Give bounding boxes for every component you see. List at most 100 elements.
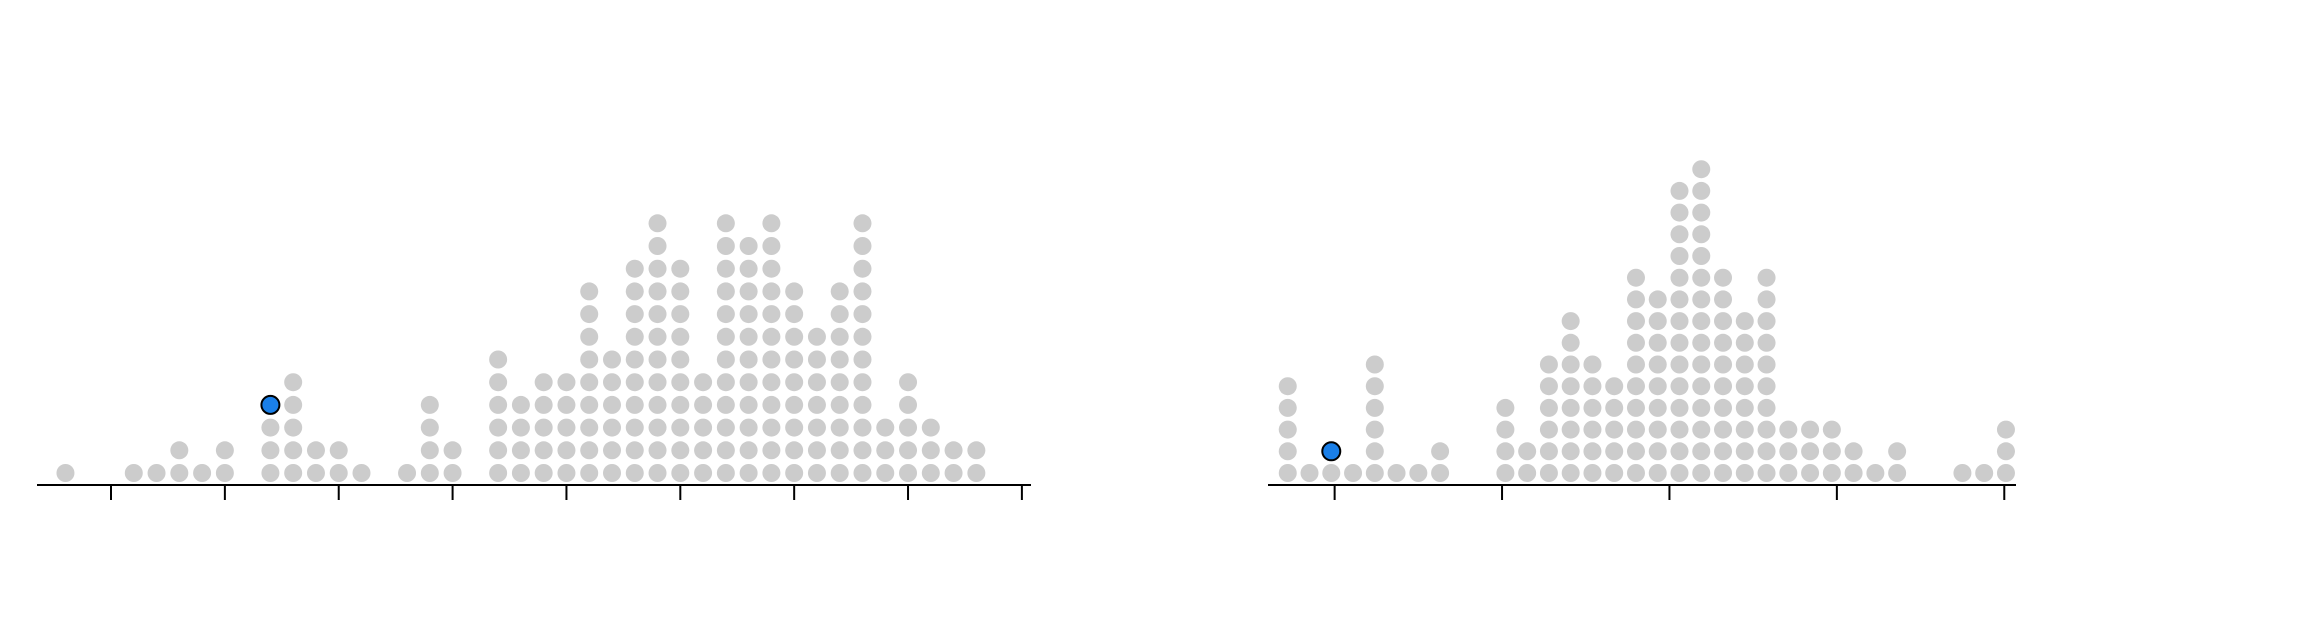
- dot: [1583, 442, 1602, 461]
- dot: [56, 464, 75, 482]
- dot: [762, 282, 781, 301]
- dot: [170, 464, 189, 482]
- dot: [1496, 464, 1515, 482]
- dot: [1605, 398, 1624, 417]
- dot: [671, 373, 690, 392]
- dot: [648, 350, 667, 369]
- dot: [739, 282, 758, 301]
- dot: [1670, 355, 1689, 374]
- dot: [671, 305, 690, 324]
- dot: [1866, 464, 1885, 482]
- dot: [899, 464, 918, 482]
- dot: [625, 395, 644, 414]
- dot: [1757, 290, 1776, 309]
- dot: [785, 395, 804, 414]
- dot: [1365, 442, 1384, 461]
- dot: [1714, 420, 1733, 439]
- dot: [625, 282, 644, 301]
- dot: [716, 464, 735, 482]
- dot: [1670, 377, 1689, 396]
- dot: [1735, 420, 1754, 439]
- dot: [1648, 464, 1667, 482]
- dot: [830, 395, 849, 414]
- dot: [739, 237, 758, 255]
- dot: [853, 441, 872, 460]
- dot: [853, 418, 872, 437]
- dot: [1692, 355, 1711, 374]
- dot: [830, 418, 849, 437]
- dot: [489, 418, 508, 437]
- dot: [557, 418, 576, 437]
- dot: [1735, 312, 1754, 331]
- dot: [1670, 203, 1689, 222]
- dot: [853, 214, 872, 233]
- dot: [1583, 355, 1602, 374]
- dot: [443, 441, 462, 460]
- dot: [1539, 420, 1558, 439]
- dot: [1626, 420, 1645, 439]
- dot: [899, 373, 918, 392]
- dot: [1670, 420, 1689, 439]
- dot: [1300, 464, 1319, 482]
- dot: [694, 441, 713, 460]
- dot: [215, 464, 234, 482]
- dot: [694, 373, 713, 392]
- dot: [1714, 268, 1733, 287]
- dot: [511, 418, 530, 437]
- dot: [1822, 420, 1841, 439]
- dot: [1670, 442, 1689, 461]
- dot: [1561, 377, 1580, 396]
- dot: [785, 373, 804, 392]
- dot: [1670, 464, 1689, 482]
- dot: [580, 464, 599, 482]
- dot: [1757, 420, 1776, 439]
- dot: [443, 464, 462, 482]
- dot: [398, 464, 417, 482]
- dot: [261, 441, 280, 460]
- dot: [557, 373, 576, 392]
- dot: [261, 464, 280, 482]
- dot: [1626, 377, 1645, 396]
- highlighted-dot: [1321, 441, 1342, 462]
- dot: [1518, 464, 1537, 482]
- dot: [1714, 377, 1733, 396]
- dot: [1714, 398, 1733, 417]
- dot: [1692, 377, 1711, 396]
- dot: [899, 441, 918, 460]
- dot: [876, 441, 895, 460]
- dot: [853, 395, 872, 414]
- dot: [602, 418, 621, 437]
- dot: [967, 464, 986, 482]
- dot: [284, 418, 303, 437]
- dot: [420, 418, 439, 437]
- dot: [716, 237, 735, 255]
- dot: [625, 373, 644, 392]
- dot: [830, 350, 849, 369]
- dot: [1714, 290, 1733, 309]
- dot: [284, 464, 303, 482]
- dot: [1735, 464, 1754, 482]
- dot: [762, 214, 781, 233]
- highlighted-dot: [260, 394, 281, 415]
- dot: [1605, 377, 1624, 396]
- dot: [625, 418, 644, 437]
- dot: [1735, 355, 1754, 374]
- dot: [420, 395, 439, 414]
- dot: [853, 305, 872, 324]
- dot: [1779, 442, 1798, 461]
- dot: [716, 214, 735, 233]
- dot: [1735, 333, 1754, 352]
- dot: [671, 441, 690, 460]
- dot: [489, 441, 508, 460]
- dot: [807, 464, 826, 482]
- dot: [739, 418, 758, 437]
- dot: [511, 464, 530, 482]
- dot: [1996, 464, 2015, 482]
- dot: [1409, 464, 1428, 482]
- dot: [1626, 268, 1645, 287]
- dot: [1648, 398, 1667, 417]
- dot: [762, 350, 781, 369]
- dot: [284, 395, 303, 414]
- dot: [739, 305, 758, 324]
- dot: [1714, 312, 1733, 331]
